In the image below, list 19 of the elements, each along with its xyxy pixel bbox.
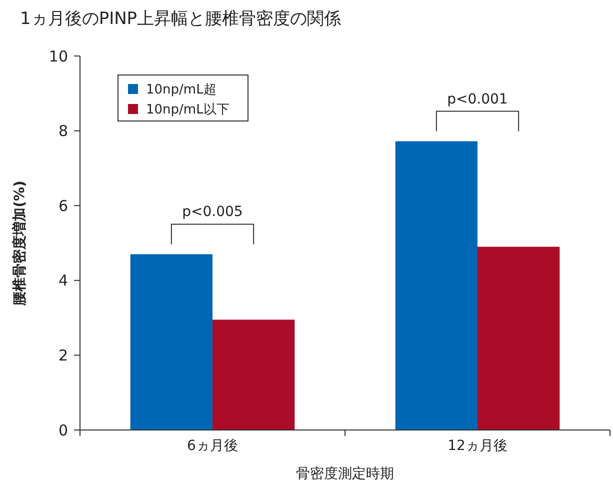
x-tick-label: 6ヵ月後 [187, 438, 238, 454]
bar [130, 254, 212, 430]
y-axis-title: 腰椎骨密度増加(%) [11, 180, 28, 306]
chart-title: 1ヵ月後のPINP上昇幅と腰椎骨密度の関係 [20, 9, 342, 29]
y-tick-label: 10 [48, 47, 68, 66]
annotation: p<0.005 [182, 204, 243, 220]
legend-label: 10np/mL以下 [146, 102, 230, 118]
bar [478, 246, 560, 430]
annotation: p<0.001 [447, 91, 508, 108]
bar [395, 141, 478, 430]
y-tick-label: 6 [58, 196, 68, 215]
x-tick-label: 12ヵ月後 [448, 438, 508, 454]
x-axis-title: 骨密度測定時期 [296, 466, 394, 482]
bar [212, 320, 295, 430]
legend-label: 10np/mL超 [146, 82, 216, 98]
y-tick-label: 4 [58, 272, 68, 290]
y-tick-label: 8 [58, 122, 68, 140]
y-tick-label: 2 [58, 346, 68, 364]
y-tick-label: 0 [58, 421, 68, 440]
